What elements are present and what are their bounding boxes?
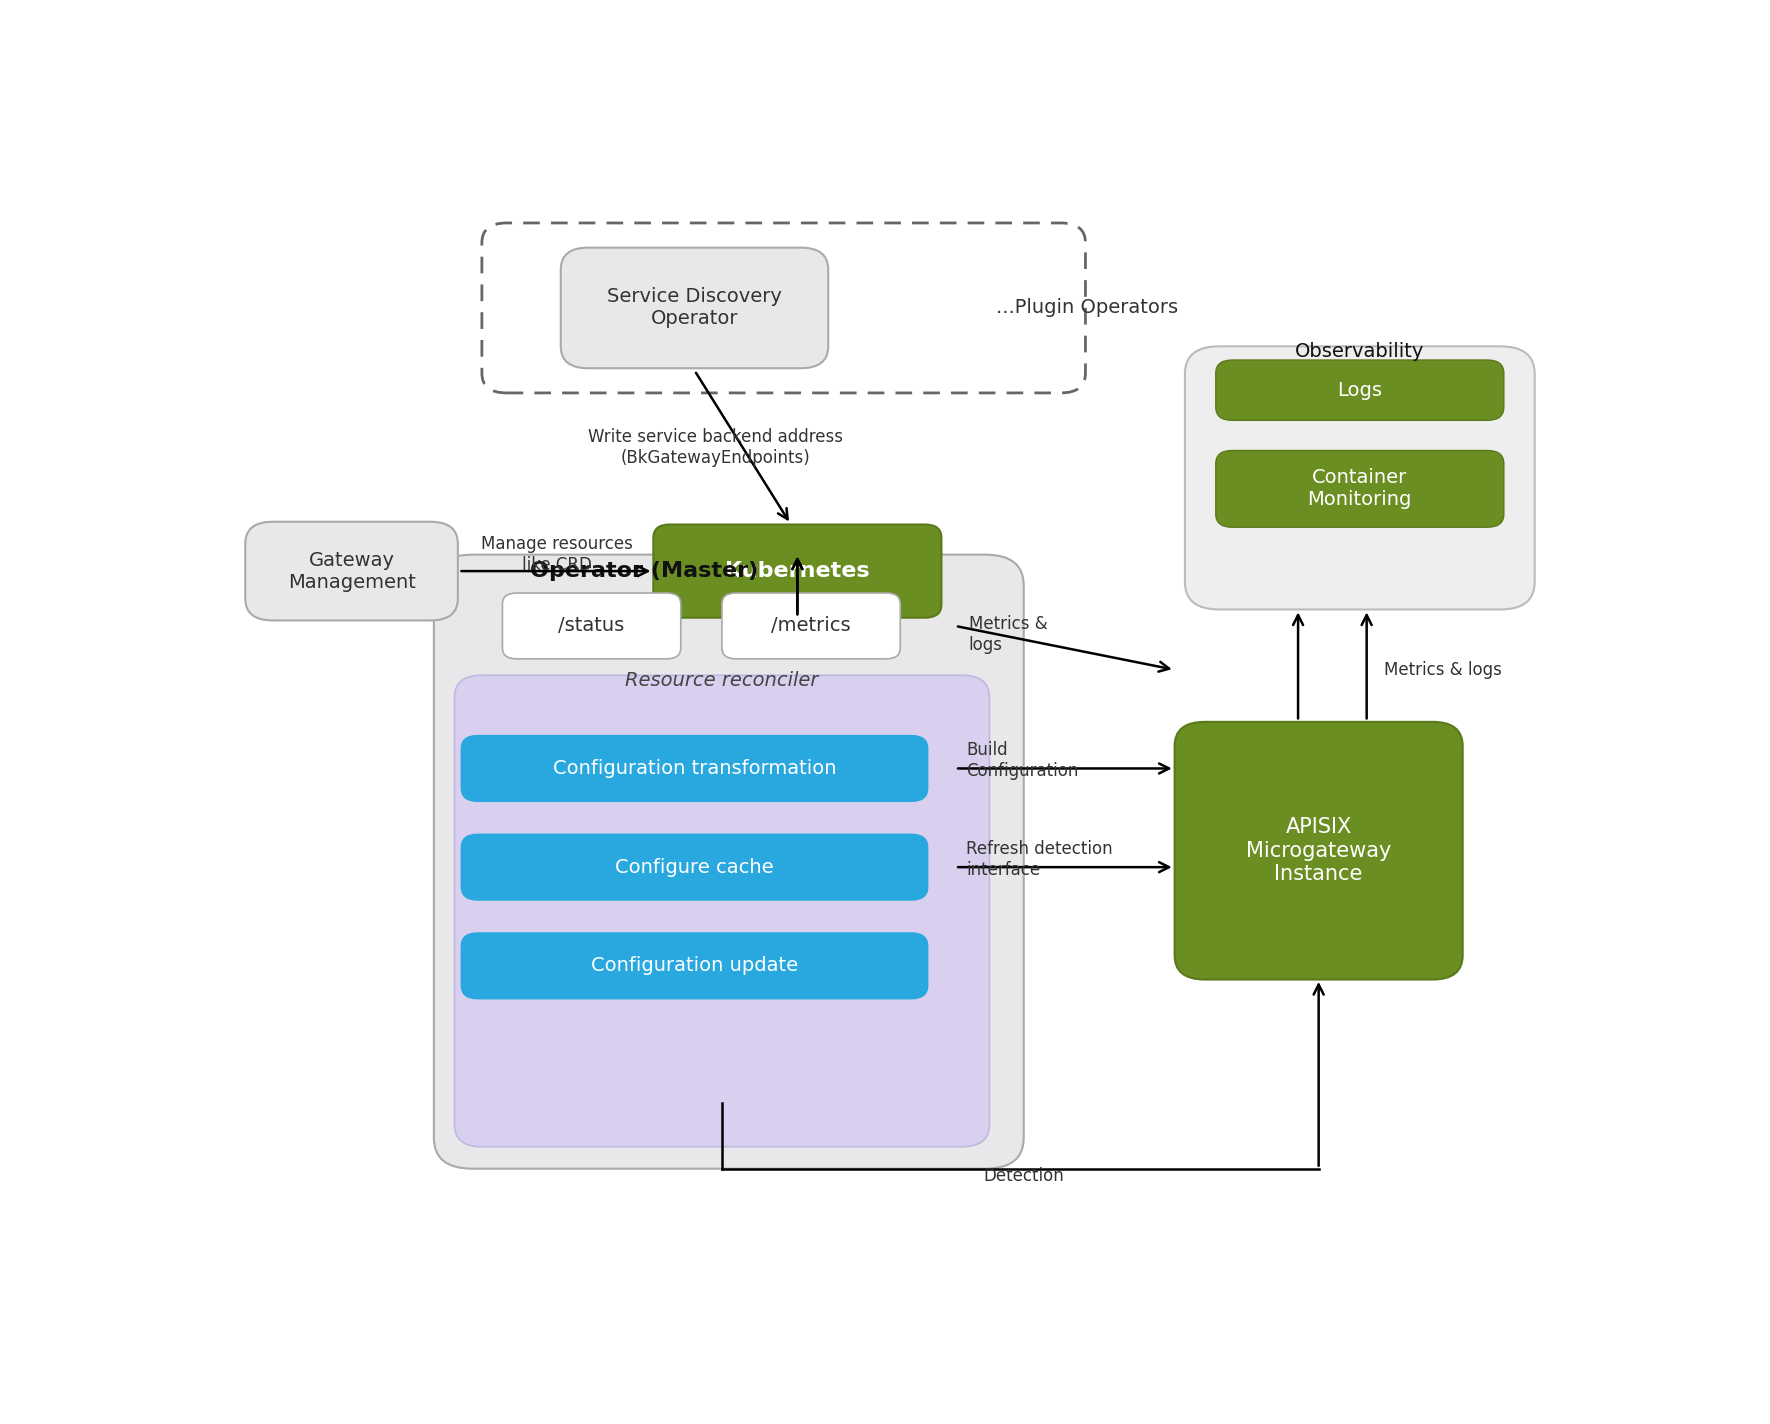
Text: Logs: Logs: [1338, 380, 1382, 400]
Text: Build
Configuration: Build Configuration: [966, 742, 1078, 780]
Text: Resource reconciler: Resource reconciler: [625, 671, 820, 691]
FancyBboxPatch shape: [503, 592, 681, 659]
Text: Configuration update: Configuration update: [591, 957, 798, 975]
Text: Service Discovery
Operator: Service Discovery Operator: [607, 288, 782, 329]
FancyBboxPatch shape: [434, 555, 1023, 1169]
FancyBboxPatch shape: [462, 834, 927, 900]
FancyBboxPatch shape: [653, 524, 942, 618]
Text: /metrics: /metrics: [772, 617, 851, 635]
FancyBboxPatch shape: [1216, 360, 1504, 420]
FancyBboxPatch shape: [1216, 450, 1504, 527]
FancyBboxPatch shape: [455, 675, 989, 1146]
Text: Gateway
Management: Gateway Management: [289, 551, 416, 591]
Text: Refresh detection
interface: Refresh detection interface: [966, 840, 1113, 879]
FancyBboxPatch shape: [462, 933, 927, 998]
Text: ...Plugin Operators: ...Plugin Operators: [997, 299, 1179, 318]
Text: Configuration transformation: Configuration transformation: [552, 759, 835, 778]
Text: Operator (Master): Operator (Master): [529, 561, 758, 581]
Text: Metrics &
logs: Metrics & logs: [968, 615, 1048, 654]
FancyBboxPatch shape: [1175, 722, 1462, 980]
FancyBboxPatch shape: [462, 736, 927, 802]
Text: Write service backend address
(BkGatewayEndpoints): Write service backend address (BkGateway…: [588, 427, 843, 467]
Text: Kubernetes: Kubernetes: [726, 561, 869, 581]
FancyBboxPatch shape: [722, 592, 901, 659]
Text: Manage resources
like CRD: Manage resources like CRD: [481, 535, 634, 574]
Text: Detection: Detection: [984, 1168, 1064, 1185]
Text: /status: /status: [559, 617, 625, 635]
Text: Metrics & logs: Metrics & logs: [1384, 661, 1503, 679]
FancyBboxPatch shape: [246, 521, 458, 621]
Text: Observability: Observability: [1296, 342, 1425, 362]
FancyBboxPatch shape: [1184, 346, 1535, 609]
Text: Configure cache: Configure cache: [616, 857, 773, 877]
FancyBboxPatch shape: [561, 248, 828, 369]
Text: Container
Monitoring: Container Monitoring: [1308, 468, 1412, 510]
Text: APISIX
Microgateway
Instance: APISIX Microgateway Instance: [1246, 817, 1391, 884]
